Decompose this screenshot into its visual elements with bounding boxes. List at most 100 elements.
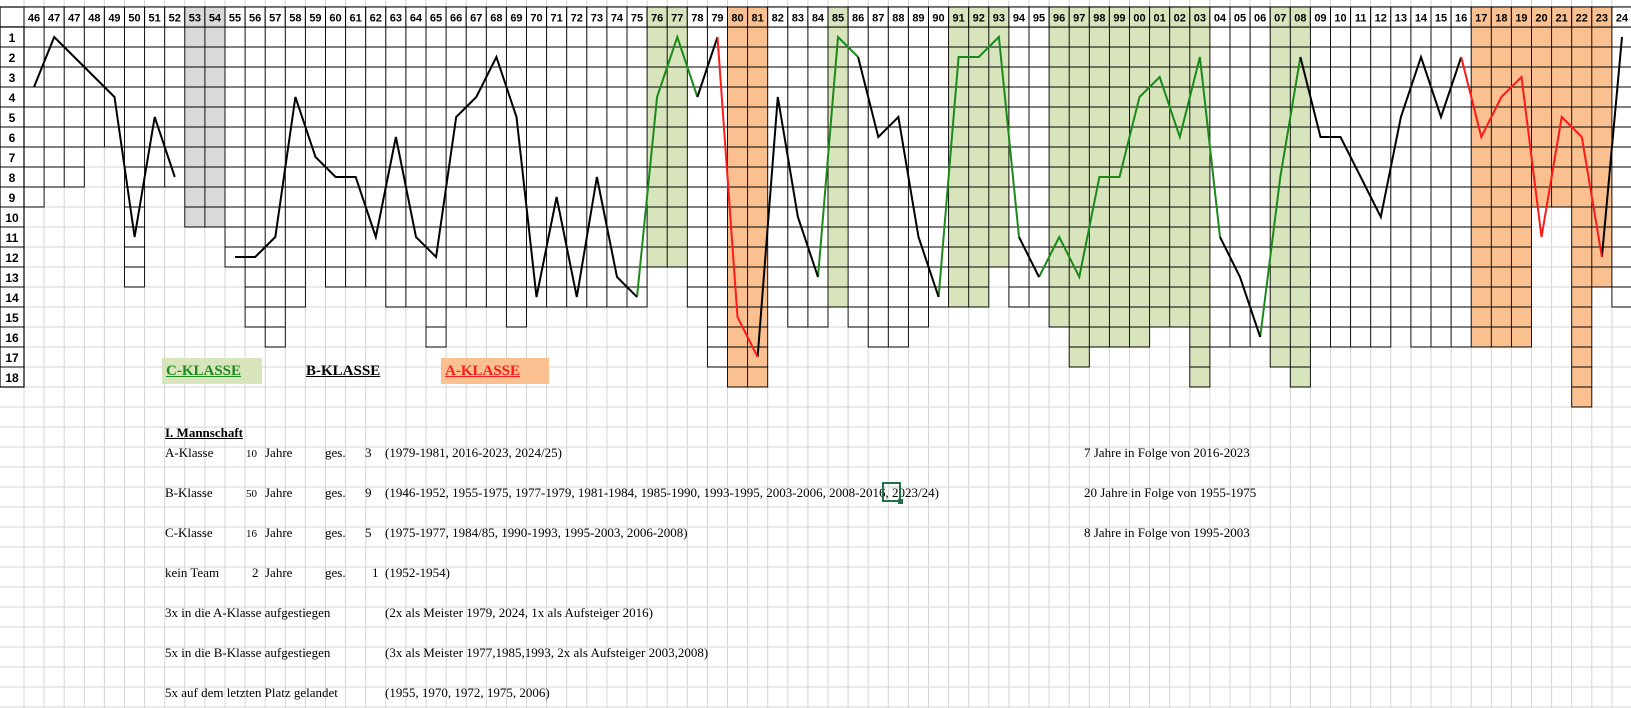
x-tick-label: 24 xyxy=(1616,13,1629,25)
x-tick-label: 10 xyxy=(1334,13,1346,25)
row-none-years: 2 xyxy=(252,565,259,580)
class-band-c xyxy=(1049,27,1070,327)
x-tick-label: 59 xyxy=(309,13,321,25)
x-tick-label: 80 xyxy=(731,13,743,25)
x-tick-label: 09 xyxy=(1314,13,1326,25)
x-tick-label: 21 xyxy=(1556,13,1568,25)
row-a-count: 3 xyxy=(365,445,372,460)
row-b-label: B-Klasse xyxy=(165,485,213,500)
y-tick-label: 18 xyxy=(5,371,19,385)
row-a-label: A-Klasse xyxy=(165,445,214,460)
y-tick-label: 8 xyxy=(9,171,16,185)
x-tick-label: 89 xyxy=(912,13,924,25)
x-tick-label: 18 xyxy=(1495,13,1507,25)
y-tick-label: 13 xyxy=(5,271,19,285)
y-tick-label: 2 xyxy=(9,51,16,65)
y-tick-label: 17 xyxy=(5,351,19,365)
x-tick-label: 66 xyxy=(450,13,462,25)
row-b-years: 50 xyxy=(246,488,257,500)
series-line-c-klasse xyxy=(817,34,859,278)
series-line-c-klasse xyxy=(937,34,1020,298)
y-tick-label: 4 xyxy=(9,91,16,105)
fact-last-place-label: 5x auf dem letzten Platz gelandet xyxy=(165,685,338,700)
x-tick-label: 99 xyxy=(1113,13,1125,25)
row-c-ges: ges. xyxy=(325,525,346,540)
series-line-b-klasse xyxy=(1018,236,1040,278)
x-tick-label: 68 xyxy=(490,13,502,25)
row-c-streak: 8 Jahre in Folge von 1995-2003 xyxy=(1084,525,1250,540)
y-tick-label: 3 xyxy=(9,71,16,85)
series-line-c-klasse xyxy=(1259,56,1302,338)
selected-cell[interactable] xyxy=(882,482,903,504)
class-band-c xyxy=(1069,27,1090,367)
row-none-unit: Jahre xyxy=(265,565,293,580)
row-a-ges: ges. xyxy=(325,445,346,460)
row-c-detail: (1975-1977, 1984/85, 1990-1993, 1995-200… xyxy=(385,525,688,540)
x-tick-label: 57 xyxy=(269,13,281,25)
x-tick-label: 54 xyxy=(209,13,222,25)
fact-promotion-b-detail: (3x als Meister 1977,1985,1993, 2x als A… xyxy=(385,645,709,660)
row-none-label: kein Team xyxy=(165,565,220,580)
series-line-b-klasse xyxy=(1299,53,1463,221)
row-b-ges: ges. xyxy=(325,485,346,500)
class-band-c xyxy=(1149,27,1170,327)
fact-last-place-detail: (1955, 1970, 1972, 1975, 2006) xyxy=(385,685,550,700)
class-band-c xyxy=(1270,27,1291,367)
row-b-streak: 20 Jahre in Folge von 1955-1975 xyxy=(1084,485,1257,500)
row-c-unit: Jahre xyxy=(265,525,293,540)
y-tick-label: 5 xyxy=(9,111,16,125)
x-tick-label: 78 xyxy=(691,13,703,25)
x-tick-label: 81 xyxy=(752,13,764,25)
x-tick-label: 70 xyxy=(530,13,542,25)
x-tick-label: 65 xyxy=(430,13,442,25)
x-tick-label: 46 xyxy=(28,13,40,25)
x-tick-label: 47 xyxy=(68,13,80,25)
team-summary: I. Mannschaft A-Klasse 10 Jahre ges. 3 (… xyxy=(0,400,1631,708)
y-tick-label: 15 xyxy=(5,311,19,325)
series-line-c-klasse xyxy=(1038,56,1221,281)
y-tick-label: 1 xyxy=(9,31,16,45)
x-tick-label: 72 xyxy=(571,13,583,25)
x-tick-label: 98 xyxy=(1093,13,1105,25)
x-tick-label: 06 xyxy=(1254,13,1266,25)
row-c-count: 5 xyxy=(365,525,372,540)
row-b-count: 9 xyxy=(365,485,372,500)
series-line-a-klasse xyxy=(716,36,759,358)
x-tick-label: 22 xyxy=(1576,13,1588,25)
x-tick-label: 71 xyxy=(551,13,563,25)
row-none-detail: (1952-1954) xyxy=(385,565,450,580)
x-tick-label: 01 xyxy=(1154,13,1166,25)
x-tick-label: 61 xyxy=(350,13,362,25)
x-tick-label: 96 xyxy=(1053,13,1065,25)
series-line-b-klasse xyxy=(235,54,638,298)
x-tick-label: 75 xyxy=(631,13,643,25)
x-tick-label: 58 xyxy=(289,13,301,25)
y-tick-label: 6 xyxy=(9,131,16,145)
x-tick-label: 74 xyxy=(611,13,624,25)
y-tick-label: 10 xyxy=(5,211,19,225)
series-line-c-klasse xyxy=(636,33,699,298)
x-tick-label: 20 xyxy=(1535,13,1547,25)
x-tick-label: 55 xyxy=(229,13,241,25)
x-tick-label: 11 xyxy=(1355,13,1367,25)
x-tick-label: 08 xyxy=(1294,13,1306,25)
x-tick-label: 90 xyxy=(932,13,944,25)
series-line-b-klasse xyxy=(857,56,940,298)
x-tick-label: 23 xyxy=(1596,13,1608,25)
x-tick-label: 51 xyxy=(149,13,161,25)
series-line-b-klasse xyxy=(1600,36,1623,258)
x-tick-label: 13 xyxy=(1395,13,1407,25)
row-c-years: 16 xyxy=(246,528,257,540)
x-tick-label: 62 xyxy=(370,13,382,25)
series-line-b-klasse xyxy=(1219,236,1262,338)
row-b-unit: Jahre xyxy=(265,485,293,500)
x-tick-label: 17 xyxy=(1475,13,1487,25)
x-tick-label: 97 xyxy=(1073,13,1085,25)
class-band-c xyxy=(1169,27,1190,327)
x-tick-label: 83 xyxy=(792,13,804,25)
x-tick-label: 00 xyxy=(1133,13,1145,25)
x-tick-label: 50 xyxy=(128,13,140,25)
league-cells xyxy=(23,26,1631,408)
x-tick-label: 47 xyxy=(48,13,60,25)
